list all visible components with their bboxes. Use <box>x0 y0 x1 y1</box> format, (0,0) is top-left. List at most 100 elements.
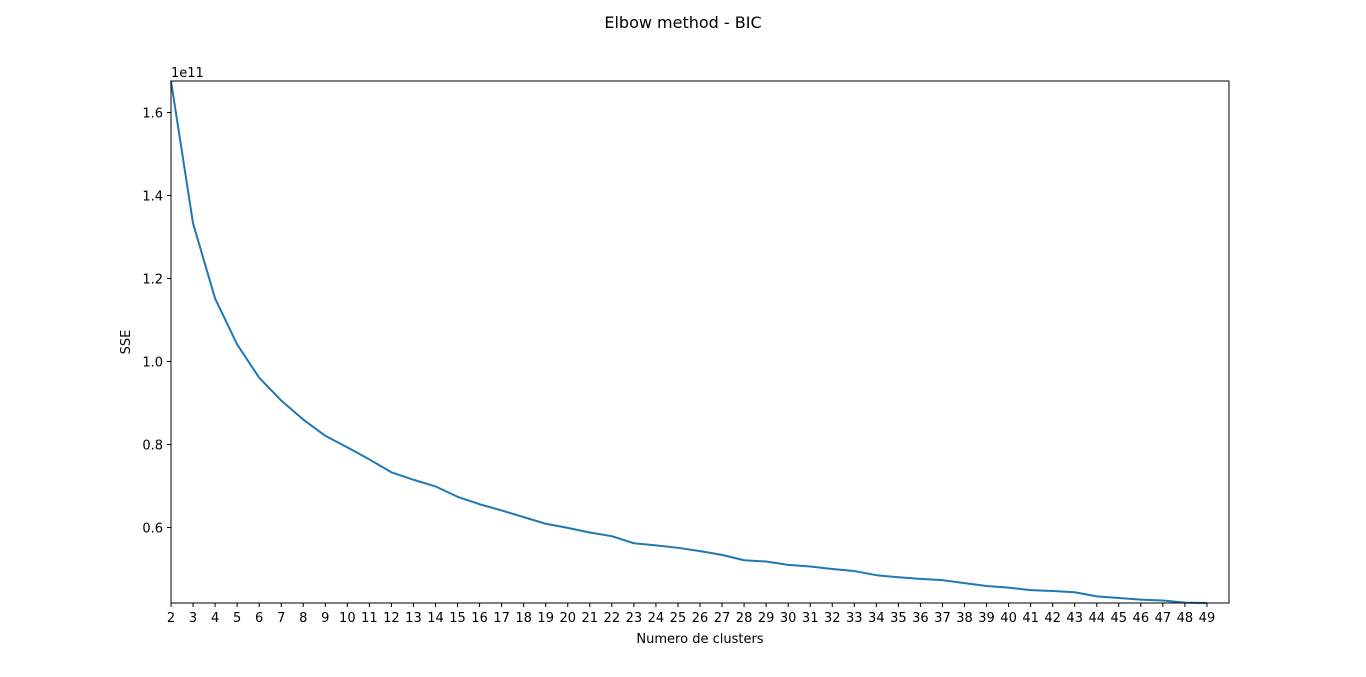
data-point <box>324 435 326 437</box>
data-point <box>479 503 481 505</box>
data-point <box>699 550 701 552</box>
x-tick-label: 49 <box>1199 611 1216 626</box>
data-point <box>787 564 789 566</box>
data-point <box>567 527 569 529</box>
data-point <box>1052 590 1054 592</box>
x-tick-label: 38 <box>956 611 973 626</box>
data-point <box>677 547 679 549</box>
data-point <box>390 471 392 473</box>
data-point <box>457 496 459 498</box>
y-tick-label: 1.2 <box>142 273 163 288</box>
x-tick-label: 6 <box>255 611 263 626</box>
x-tick-label: 10 <box>339 611 356 626</box>
x-tick-label: 25 <box>670 611 687 626</box>
data-point <box>523 516 525 518</box>
data-point <box>214 297 216 299</box>
x-tick-label: 9 <box>321 611 329 626</box>
data-point <box>589 531 591 533</box>
x-tick-label: 26 <box>692 611 709 626</box>
x-tick-label: 20 <box>559 611 576 626</box>
x-tick-label: 33 <box>846 611 863 626</box>
data-point <box>501 509 503 511</box>
data-point <box>545 523 547 525</box>
data-point <box>1096 595 1098 597</box>
data-point <box>1074 591 1076 593</box>
x-tick-label: 41 <box>1022 611 1039 626</box>
data-point <box>986 585 988 587</box>
data-point <box>941 579 943 581</box>
y-axis-label: SSE <box>119 330 134 355</box>
plot-area-frame <box>170 80 1230 604</box>
y-tick-label: 1.4 <box>142 190 163 205</box>
data-point <box>236 343 238 345</box>
data-point <box>435 485 437 487</box>
data-point <box>655 544 657 546</box>
data-point <box>1162 600 1164 602</box>
x-axis-ticks: 2 3 4 5 6 7 8 9 10 11 12 13 14 15 16 17 18 19 20 21 22 23 24 25… <box>167 603 1215 626</box>
x-tick-label: 19 <box>537 611 554 626</box>
x-tick-label: 37 <box>934 611 951 626</box>
data-point <box>280 400 282 402</box>
x-tick-label: 36 <box>912 611 929 626</box>
data-point <box>897 576 899 578</box>
x-tick-label: 47 <box>1155 611 1172 626</box>
chart-title: Elbow method - BIC <box>604 13 761 32</box>
x-tick-label: 46 <box>1133 611 1150 626</box>
x-tick-label: 48 <box>1177 611 1194 626</box>
x-tick-label: 13 <box>405 611 422 626</box>
data-point <box>809 565 811 567</box>
y-tick-label: 0.8 <box>142 438 163 453</box>
x-tick-label: 2 <box>167 611 175 626</box>
data-point <box>964 582 966 584</box>
x-tick-label: 5 <box>233 611 241 626</box>
y-tick-label: 1.6 <box>142 107 163 122</box>
x-tick-label: 30 <box>780 611 797 626</box>
data-point <box>1140 599 1142 601</box>
data-point <box>919 578 921 580</box>
x-tick-label: 16 <box>471 611 488 626</box>
x-tick-label: 43 <box>1066 611 1083 626</box>
x-tick-label: 32 <box>824 611 841 626</box>
x-tick-label: 35 <box>890 611 907 626</box>
x-tick-label: 8 <box>299 611 307 626</box>
x-tick-label: 3 <box>189 611 197 626</box>
data-point <box>346 446 348 448</box>
x-tick-label: 44 <box>1088 611 1105 626</box>
data-point <box>765 561 767 563</box>
y-offset-label: 1e11 <box>171 66 204 81</box>
x-tick-label: 17 <box>493 611 510 626</box>
data-point <box>743 559 745 561</box>
data-point <box>831 568 833 570</box>
sse-series <box>170 80 1207 604</box>
data-point <box>853 570 855 572</box>
x-tick-label: 7 <box>277 611 285 626</box>
x-tick-label: 27 <box>714 611 731 626</box>
x-tick-label: 11 <box>361 611 378 626</box>
x-tick-label: 34 <box>868 611 885 626</box>
data-point <box>611 535 613 537</box>
x-tick-label: 22 <box>604 611 621 626</box>
y-axis-ticks: 0.6 0.8 1.0 1.2 1.4 1.6 <box>142 107 171 536</box>
x-tick-label: 15 <box>449 611 466 626</box>
x-tick-label: 39 <box>978 611 995 626</box>
data-point <box>1008 587 1010 589</box>
data-point <box>192 222 194 224</box>
data-point <box>412 479 414 481</box>
data-point <box>258 377 260 379</box>
data-point <box>1118 597 1120 599</box>
data-point <box>875 574 877 576</box>
x-tick-label: 23 <box>626 611 643 626</box>
data-point <box>1030 589 1032 591</box>
y-tick-label: 1.0 <box>142 356 163 371</box>
x-tick-label: 31 <box>802 611 819 626</box>
series-line <box>170 80 1207 604</box>
x-tick-label: 29 <box>758 611 775 626</box>
x-tick-label: 18 <box>515 611 532 626</box>
x-tick-label: 28 <box>736 611 753 626</box>
x-tick-label: 12 <box>383 611 400 626</box>
y-tick-label: 0.6 <box>142 521 163 536</box>
x-tick-label: 4 <box>211 611 219 626</box>
x-axis-label: Numero de clusters <box>636 632 763 647</box>
